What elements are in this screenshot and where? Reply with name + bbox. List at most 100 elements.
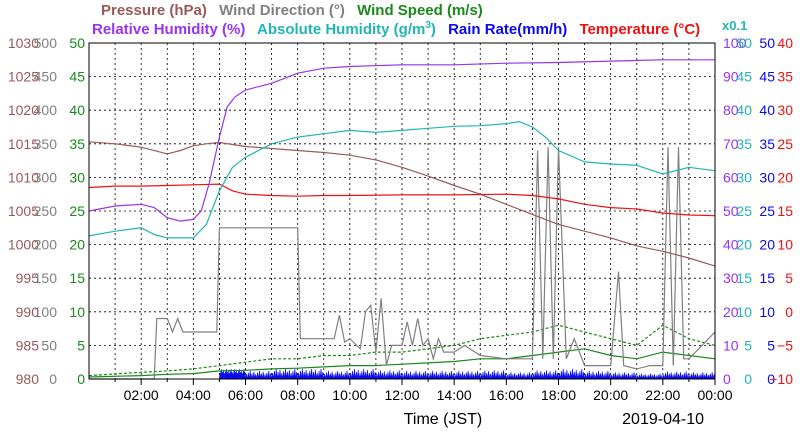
tick-label-wind: 25 (69, 203, 85, 219)
tick-label-temperature: 15 (777, 203, 793, 219)
rain-rate-mark (401, 370, 429, 380)
series-wind-gust (88, 324, 716, 377)
date-label: 2019-04-10 (622, 411, 704, 428)
tick-label-absolute: 20 (736, 237, 752, 253)
tick-label-pressure: 1030 (8, 35, 39, 51)
x-tick-label: 12:00 (384, 387, 419, 403)
x-axis: 02:00 04:00 06:00 08:00 10:00 12:00 14:00 16:00… (114, 379, 733, 403)
tick-label-rain: 50 (759, 35, 775, 51)
tick-label-pressure: 1000 (8, 237, 39, 253)
rain-rate-mark (636, 373, 664, 380)
tick-label-temperature: −5 (777, 337, 793, 353)
x-tick-label: 18:00 (541, 387, 576, 403)
tick-label-absolute: 0 (744, 371, 752, 387)
series-temperature (88, 183, 716, 217)
tick-label-temperature: 30 (777, 102, 793, 118)
tick-label-rain: 10 (759, 304, 775, 320)
tick-label-temperature: 20 (777, 169, 793, 185)
tick-label-absolute: 50 (736, 35, 752, 51)
tick-label-relative: 40 (723, 237, 739, 253)
tick-label-wind: 0 (49, 371, 57, 387)
tick-label-temperature: 40 (777, 35, 793, 51)
x-tick-label: 10:00 (332, 387, 367, 403)
title-absolute-humidity-sup: 3 (425, 20, 431, 31)
title-rain-rate: Rain Rate(mm/h) (448, 21, 567, 38)
rain-rate-mark (297, 368, 325, 380)
rain-rate-mark (662, 371, 690, 380)
tick-label-rain: 20 (759, 237, 775, 253)
tick-label-pressure: 1015 (8, 136, 39, 152)
x-axis-label: Time (JST) (404, 411, 483, 428)
rain-rate-mark (558, 368, 585, 380)
x-tick-label: 06:00 (228, 387, 263, 403)
x-tick-label: 22:00 (645, 387, 680, 403)
tick-label-temperature: 35 (777, 69, 793, 85)
series-relative-humidity (88, 59, 715, 222)
tick-label-absolute: 40 (736, 102, 752, 118)
tick-label-absolute: 15 (736, 270, 752, 286)
rain-rate-mark (245, 370, 272, 380)
tick-label-wind: 40 (69, 102, 85, 118)
tick-label-relative: 70 (723, 136, 739, 152)
tick-label-wind: 15 (69, 270, 85, 286)
title-relative-humidity: Relative Humidity (%) (92, 21, 245, 38)
tick-label-relative: 10 (723, 337, 739, 353)
x-tick-label: 02:00 (124, 387, 159, 403)
x-tick-label: 00:00 (697, 387, 732, 403)
tick-label-wind: 5 (77, 337, 85, 353)
tick-label-rain: 25 (759, 203, 775, 219)
tick-label-wind: 10 (69, 304, 85, 320)
tick-label-relative: 90 (723, 69, 739, 85)
tick-label-wind: 45 (69, 69, 85, 85)
series-pressure (88, 141, 716, 267)
rain-rate-mark (375, 370, 403, 380)
series-wind-direction (89, 147, 716, 380)
tick-label-pressure: 1005 (8, 203, 39, 219)
x-tick-label: 16:00 (489, 387, 524, 403)
tick-label-wind: 35 (69, 136, 85, 152)
grid (89, 43, 715, 379)
tick-label-relative: 30 (723, 270, 739, 286)
rain-rate-mark (584, 370, 612, 380)
title-scale-note: x0.1 (722, 18, 747, 33)
tick-label-pressure: 1020 (8, 102, 39, 118)
title-wind-speed: Wind Speed (m/s) (357, 2, 483, 19)
x-tick-label: 04:00 (176, 387, 211, 403)
tick-label-absolute: 30 (736, 169, 752, 185)
tick-label-wind: 20 (69, 237, 85, 253)
tick-label-wind: 50 (69, 35, 85, 51)
title-row-1: Pressure (hPa) Wind Direction (°) Wind S… (101, 2, 483, 19)
tick-label-wind: 30 (69, 169, 85, 185)
tick-label-absolute: 10 (736, 304, 752, 320)
tick-label-wind: 300 (34, 169, 58, 185)
tick-label-absolute: 25 (736, 203, 752, 219)
rain-rate-mark (323, 370, 351, 380)
tick-label-relative: 60 (723, 169, 739, 185)
tick-label-pressure: 980 (16, 371, 40, 387)
tick-label-relative: 80 (723, 102, 739, 118)
tick-label-pressure: 985 (16, 337, 40, 353)
tick-label-rain: 30 (759, 169, 775, 185)
title-temperature: Temperature (°C) (579, 21, 700, 38)
series-layer (88, 59, 716, 380)
title-pressure: Pressure (hPa) (101, 2, 207, 19)
tick-label-relative: 100 (723, 35, 747, 51)
rain-rate-mark (453, 370, 481, 380)
tick-label-wind: 200 (34, 237, 58, 253)
tick-label-rain: 35 (759, 136, 775, 152)
axis-tick-labels: 9809859909951000100510101015102010251030… (8, 35, 793, 387)
rain-rate-mark (271, 368, 299, 380)
tick-label-wind: 250 (34, 203, 58, 219)
tick-label-wind: 500 (34, 35, 58, 51)
tick-label-temperature: 25 (777, 136, 793, 152)
tick-label-pressure: 1025 (8, 69, 39, 85)
x-tick-label: 08:00 (280, 387, 315, 403)
tick-label-pressure: 1010 (8, 169, 39, 185)
tick-label-temperature: 0 (785, 304, 793, 320)
tick-label-absolute: 45 (736, 69, 752, 85)
tick-label-rain: 15 (759, 270, 775, 286)
tick-label-absolute: 35 (736, 136, 752, 152)
series-wind-speed (88, 348, 716, 378)
tick-label-temperature: 5 (785, 270, 793, 286)
